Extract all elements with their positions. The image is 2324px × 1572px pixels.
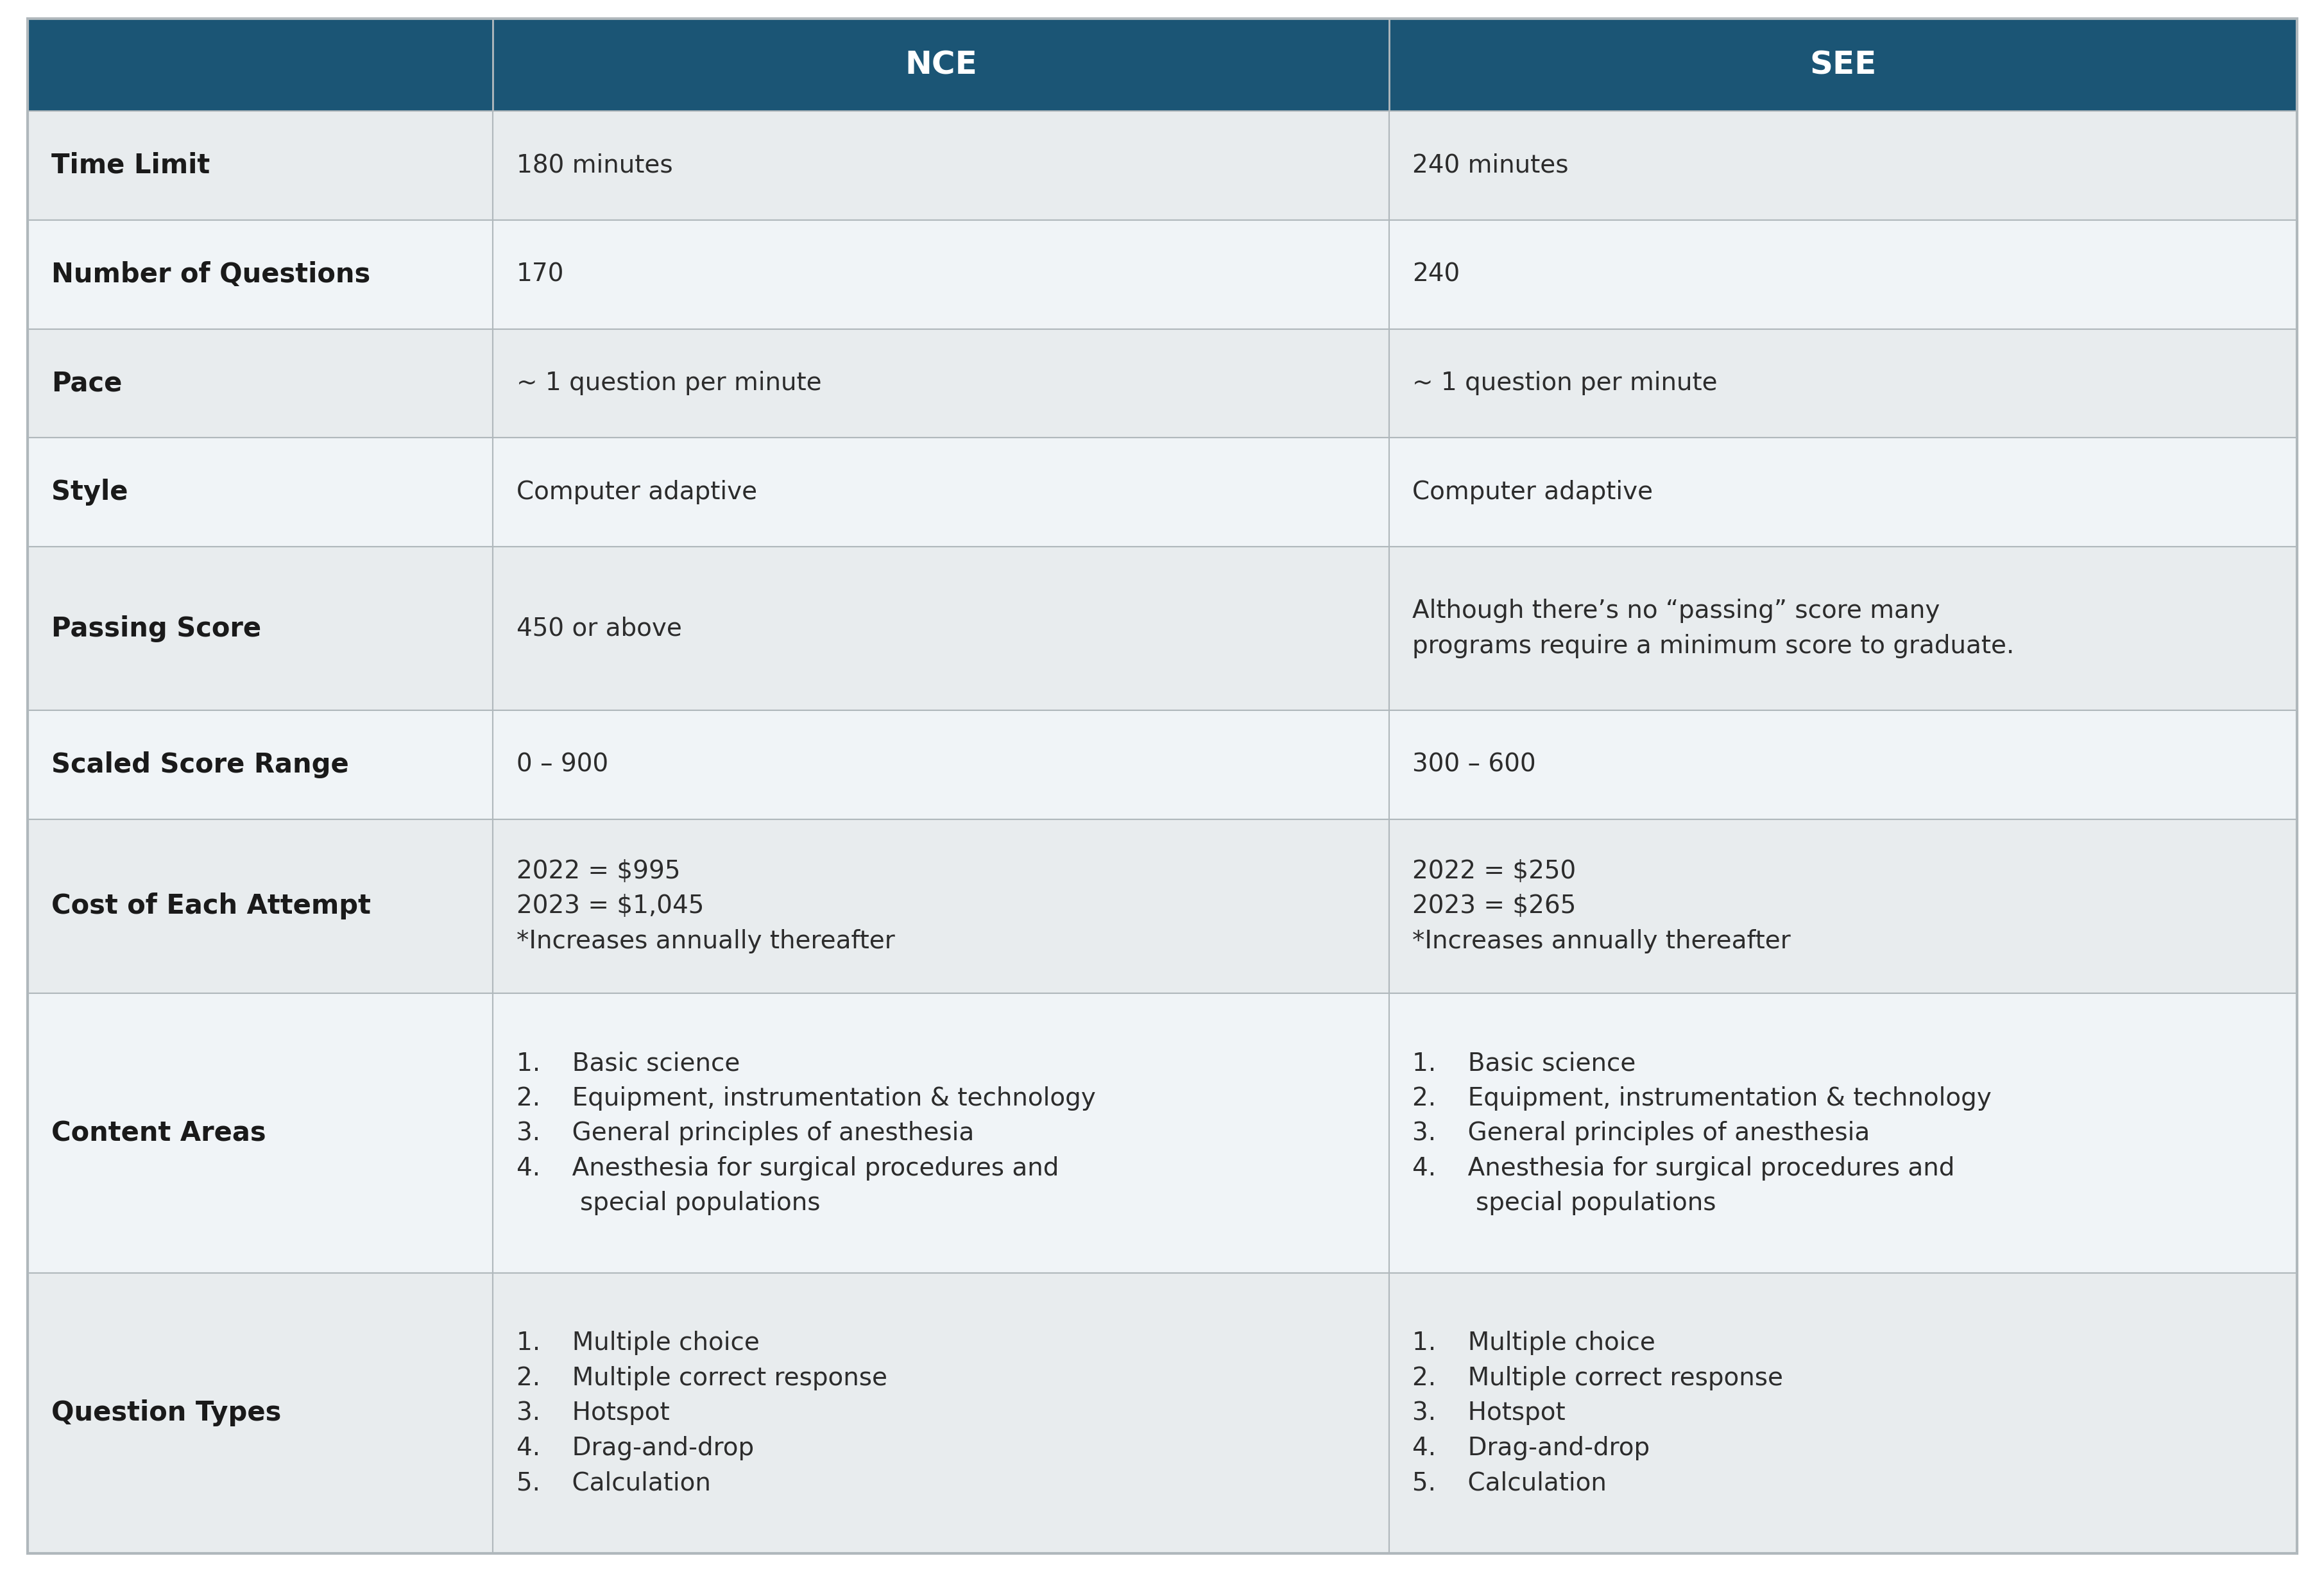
Bar xyxy=(1390,112,2296,220)
Bar xyxy=(28,994,493,1273)
Bar xyxy=(1390,1273,2296,1553)
Bar xyxy=(493,711,1390,819)
Text: 240: 240 xyxy=(1413,263,1459,286)
Text: 1.    Multiple choice
2.    Multiple correct response
3.    Hotspot
4.    Drag-a: 1. Multiple choice 2. Multiple correct r… xyxy=(1413,1331,1783,1495)
Text: ~ 1 question per minute: ~ 1 question per minute xyxy=(1413,371,1717,396)
Text: SEE: SEE xyxy=(1808,49,1875,80)
Bar xyxy=(28,19,493,112)
Bar xyxy=(28,112,493,220)
Bar xyxy=(28,1273,493,1553)
Text: ~ 1 question per minute: ~ 1 question per minute xyxy=(516,371,820,396)
Bar xyxy=(1390,329,2296,439)
Text: 2022 = $995
2023 = $1,045
*Increases annually thereafter: 2022 = $995 2023 = $1,045 *Increases ann… xyxy=(516,858,895,953)
Bar xyxy=(493,439,1390,547)
Bar xyxy=(493,329,1390,439)
Bar xyxy=(1390,711,2296,819)
Text: Pace: Pace xyxy=(51,369,121,396)
Bar xyxy=(28,547,493,711)
Bar xyxy=(493,547,1390,711)
Text: Content Areas: Content Areas xyxy=(51,1119,265,1146)
Text: 2022 = $250
2023 = $265
*Increases annually thereafter: 2022 = $250 2023 = $265 *Increases annua… xyxy=(1413,858,1789,953)
Bar xyxy=(1390,19,2296,112)
Text: 1.    Basic science
2.    Equipment, instrumentation & technology
3.    General : 1. Basic science 2. Equipment, instrumen… xyxy=(1413,1052,1992,1215)
Bar xyxy=(1390,220,2296,329)
Text: 170: 170 xyxy=(516,263,565,286)
Text: Question Types: Question Types xyxy=(51,1399,281,1427)
Bar xyxy=(493,994,1390,1273)
Bar xyxy=(493,1273,1390,1553)
Text: Computer adaptive: Computer adaptive xyxy=(1413,479,1652,505)
Bar xyxy=(28,711,493,819)
Bar xyxy=(28,220,493,329)
Text: Computer adaptive: Computer adaptive xyxy=(516,479,758,505)
Text: Scaled Score Range: Scaled Score Range xyxy=(51,751,349,778)
Bar xyxy=(493,112,1390,220)
Text: Time Limit: Time Limit xyxy=(51,152,209,179)
Text: Cost of Each Attempt: Cost of Each Attempt xyxy=(51,893,370,920)
Text: Style: Style xyxy=(51,479,128,506)
Bar xyxy=(1390,994,2296,1273)
Bar xyxy=(493,819,1390,994)
Text: NCE: NCE xyxy=(904,49,976,80)
Text: Number of Questions: Number of Questions xyxy=(51,261,370,288)
Text: 300 – 600: 300 – 600 xyxy=(1413,753,1536,777)
Text: 240 minutes: 240 minutes xyxy=(1413,152,1569,178)
Bar xyxy=(493,220,1390,329)
Text: Although there’s no “passing” score many
programs require a minimum score to gra: Although there’s no “passing” score many… xyxy=(1413,599,2015,659)
Text: 0 – 900: 0 – 900 xyxy=(516,753,609,777)
Bar xyxy=(1390,439,2296,547)
Bar xyxy=(1390,547,2296,711)
Text: Passing Score: Passing Score xyxy=(51,615,260,641)
Bar xyxy=(493,19,1390,112)
Bar xyxy=(28,439,493,547)
Text: 1.    Multiple choice
2.    Multiple correct response
3.    Hotspot
4.    Drag-a: 1. Multiple choice 2. Multiple correct r… xyxy=(516,1331,888,1495)
Bar xyxy=(28,329,493,439)
Text: 1.    Basic science
2.    Equipment, instrumentation & technology
3.    General : 1. Basic science 2. Equipment, instrumen… xyxy=(516,1052,1095,1215)
Bar xyxy=(1390,819,2296,994)
Bar xyxy=(28,819,493,994)
Text: 180 minutes: 180 minutes xyxy=(516,152,672,178)
Text: 450 or above: 450 or above xyxy=(516,616,681,641)
